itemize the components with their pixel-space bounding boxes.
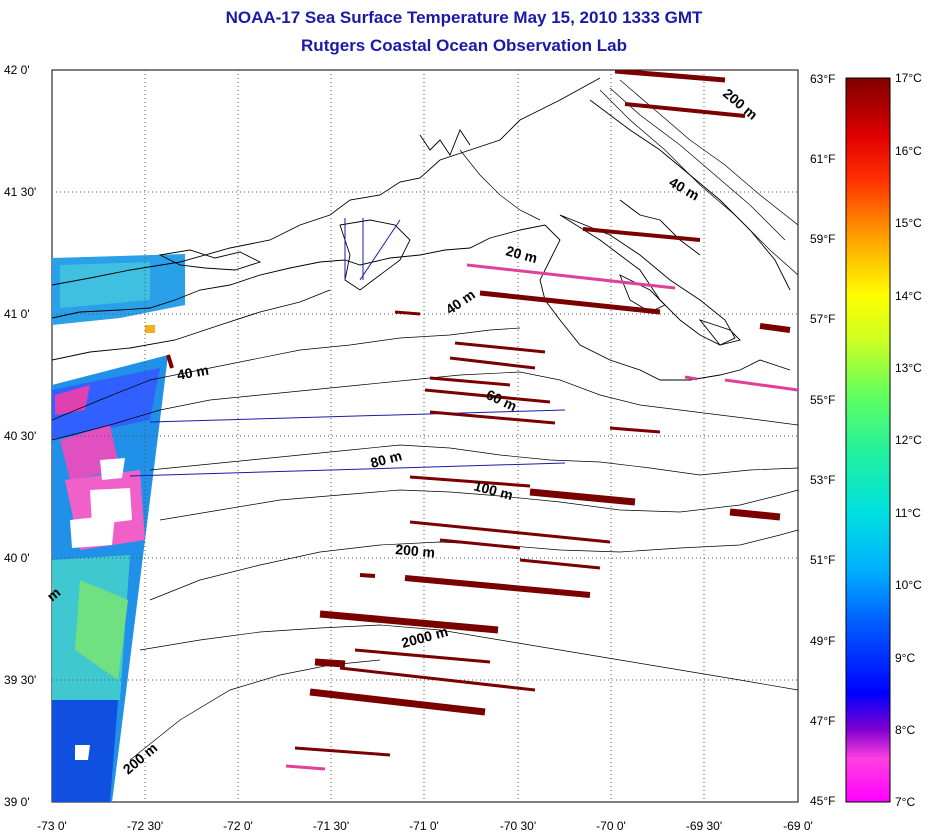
colorbar — [845, 77, 891, 803]
c-tick-label: 13°C — [895, 361, 922, 375]
fahrenheit-scale: 63°F 61°F 59°F 57°F 55°F 53°F 51°F 49°F … — [810, 72, 835, 808]
lon-tick-label: -71 30' — [313, 819, 349, 833]
f-tick-label: 59°F — [810, 232, 835, 246]
c-tick-label: 11°C — [895, 506, 921, 520]
lon-tick-label: -71 0' — [409, 819, 439, 833]
lon-tick-label: -70 30' — [500, 819, 536, 833]
lat-tick-label: 42 0' — [4, 63, 30, 77]
contour-label: 40 m — [176, 362, 210, 383]
f-tick-label: 53°F — [810, 473, 835, 487]
lat-tick-label: 40 30' — [4, 429, 36, 443]
lat-tick-label: 39 30' — [4, 673, 36, 687]
contour-label: 80 m — [369, 447, 404, 471]
map-subtitle: Rutgers Coastal Ocean Observation Lab — [301, 36, 627, 55]
scan-artifacts-pink — [285, 263, 798, 771]
lon-tick-label: -70 0' — [596, 819, 626, 833]
scan-artifacts — [166, 70, 791, 757]
f-tick-label: 63°F — [810, 72, 835, 86]
contour-label: 20 m — [504, 242, 539, 266]
c-tick-label: 12°C — [895, 433, 922, 447]
c-tick-label: 7°C — [895, 795, 915, 809]
coastline — [52, 77, 791, 381]
c-tick-label: 9°C — [895, 651, 915, 665]
c-tick-label: 16°C — [895, 144, 922, 158]
f-tick-label: 57°F — [810, 312, 835, 326]
map-title: NOAA-17 Sea Surface Temperature May 15, … — [225, 8, 703, 27]
f-tick-label: 45°F — [810, 794, 835, 808]
lat-tick-label: 41 0' — [4, 307, 30, 321]
c-tick-label: 15°C — [895, 216, 922, 230]
contour-label: 200 m — [395, 541, 436, 560]
lon-tick-label: -72 30' — [127, 819, 163, 833]
lat-tick-label: 41 30' — [4, 185, 36, 199]
f-tick-label: 51°F — [810, 553, 835, 567]
c-tick-label: 8°C — [895, 723, 915, 737]
lon-tick-label: -72 0' — [223, 819, 253, 833]
f-tick-label: 49°F — [810, 634, 835, 648]
ship-tracks — [129, 218, 566, 477]
f-tick-label: 55°F — [810, 393, 835, 407]
longitude-axis: -73 0' -72 30' -72 0' -71 30' -71 0' -70… — [37, 819, 813, 833]
sst-swath — [52, 254, 185, 802]
lon-tick-label: -69 0' — [783, 819, 813, 833]
c-tick-label: 17°C — [895, 71, 922, 85]
lon-tick-label: -69 30' — [686, 819, 722, 833]
lat-tick-label: 40 0' — [4, 551, 30, 565]
f-tick-label: 47°F — [810, 714, 835, 728]
celsius-scale: 17°C 16°C 15°C 14°C 13°C 12°C 11°C 10°C … — [895, 71, 922, 809]
lon-tick-label: -73 0' — [37, 819, 67, 833]
c-tick-label: 14°C — [895, 289, 922, 303]
latitude-axis: 42 0' 41 30' 41 0' 40 30' 40 0' 39 30' 3… — [4, 63, 36, 809]
c-tick-label: 10°C — [895, 578, 922, 592]
lat-lon-grid — [52, 70, 798, 802]
f-tick-label: 61°F — [810, 152, 835, 166]
lat-tick-label: 39 0' — [4, 795, 30, 809]
